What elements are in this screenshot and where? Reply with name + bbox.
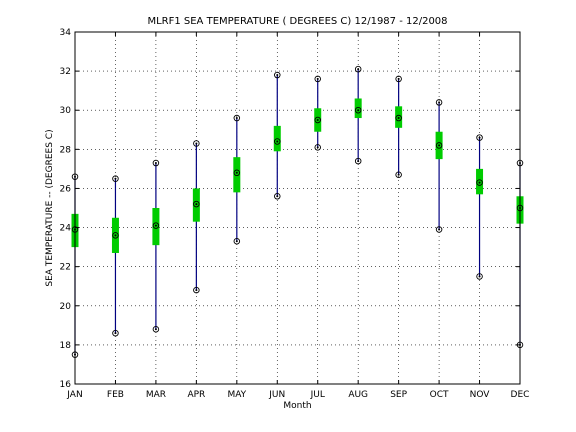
quartile-box	[233, 157, 241, 193]
quartile-box	[354, 98, 362, 119]
chart-title: MLRF1 SEA TEMPERATURE ( DEGREES C) 12/19…	[147, 16, 447, 27]
mean-marker-dot	[316, 119, 319, 121]
x-tick-label: JAN	[66, 390, 82, 400]
max-marker-dot	[357, 68, 360, 71]
plot-frame	[74, 31, 521, 385]
max-marker-dot	[235, 117, 238, 120]
mean-marker-dot	[195, 203, 198, 206]
max-marker-dot	[195, 142, 198, 145]
min-marker-dot	[478, 275, 481, 278]
min-marker	[193, 286, 200, 294]
min-marker-dot	[357, 160, 360, 163]
mean-marker	[395, 114, 402, 122]
x-tick-label: JUN	[268, 390, 285, 400]
min-marker-dot	[276, 195, 279, 198]
mean-marker	[435, 142, 443, 149]
max-marker	[476, 134, 483, 141]
max-marker	[193, 140, 200, 147]
min-marker-dot	[397, 173, 400, 176]
mean-marker-dot	[438, 144, 441, 147]
mean-marker	[112, 232, 119, 239]
min-marker	[233, 237, 241, 245]
max-marker	[274, 71, 281, 79]
min-marker-dot	[195, 289, 198, 292]
mean-marker-dot	[276, 140, 279, 143]
min-marker-dot	[438, 228, 441, 231]
mean-marker-dot	[478, 181, 481, 184]
max-marker	[152, 159, 160, 167]
mean-marker	[152, 222, 160, 229]
mean-marker	[193, 200, 200, 208]
mean-marker-dot	[397, 117, 400, 120]
y-tick-label: 16	[60, 380, 72, 390]
max-marker	[354, 65, 362, 73]
max-marker	[395, 75, 402, 83]
mean-marker-dot	[114, 234, 117, 237]
min-marker	[112, 329, 119, 337]
max-marker-dot	[397, 77, 400, 80]
y-tick-label: 32	[60, 67, 71, 77]
min-marker	[435, 226, 443, 233]
mean-marker-dot	[357, 109, 360, 112]
x-tick-label: JUL	[310, 390, 325, 400]
min-marker-dot	[114, 332, 117, 335]
x-tick-label: MAY	[227, 390, 246, 400]
y-tick-label: 24	[60, 224, 72, 234]
tick-layer: 16 18 20 22 24 26 28 30 32 34 JAN FEB MAR APR MAY JUN JU…	[60, 28, 530, 400]
min-marker	[314, 144, 321, 151]
max-marker	[435, 99, 443, 106]
y-tick-label: 18	[60, 341, 72, 351]
x-tick-label: MAR	[146, 390, 166, 400]
max-marker	[233, 114, 241, 122]
mean-marker	[354, 106, 362, 114]
max-marker	[314, 75, 321, 83]
max-marker-dot	[478, 136, 481, 139]
max-marker-dot	[438, 101, 441, 104]
x-axis-label: Month	[283, 401, 311, 411]
mean-marker-dot	[154, 224, 157, 227]
min-marker	[274, 193, 281, 200]
max-marker-dot	[114, 177, 117, 180]
x-tick-label: APR	[187, 390, 205, 400]
max-marker-dot	[276, 74, 279, 77]
mean-marker	[233, 169, 241, 177]
mean-marker	[476, 179, 483, 186]
y-tick-label: 34	[60, 28, 72, 38]
x-tick-label: FEB	[107, 390, 124, 400]
mean-marker	[314, 116, 321, 124]
y-tick-label: 30	[60, 106, 72, 116]
min-marker-dot	[154, 328, 157, 331]
y-tick-label: 26	[60, 184, 72, 194]
x-tick-label: NOV	[470, 390, 491, 400]
mean-marker	[274, 138, 281, 145]
x-tick-label: DEC	[511, 390, 530, 400]
x-tick-label: SEP	[390, 390, 407, 400]
min-marker-dot	[316, 146, 319, 149]
min-marker-dot	[235, 240, 238, 243]
mean-marker-dot	[235, 171, 238, 174]
x-tick-label: AUG	[348, 390, 368, 400]
min-marker	[395, 171, 402, 179]
x-tick-label: OCT	[430, 390, 449, 400]
y-tick-label: 28	[60, 145, 72, 155]
max-marker-dot	[154, 162, 157, 165]
y-tick-label: 22	[60, 263, 71, 273]
min-marker	[354, 157, 362, 165]
y-tick-label: 20	[60, 302, 72, 312]
max-marker	[112, 175, 119, 182]
y-axis-label: SEA TEMPERATURE -- (DEGREES C)	[45, 129, 55, 286]
min-marker	[152, 325, 160, 333]
min-marker	[476, 273, 483, 280]
max-marker-dot	[316, 77, 319, 80]
